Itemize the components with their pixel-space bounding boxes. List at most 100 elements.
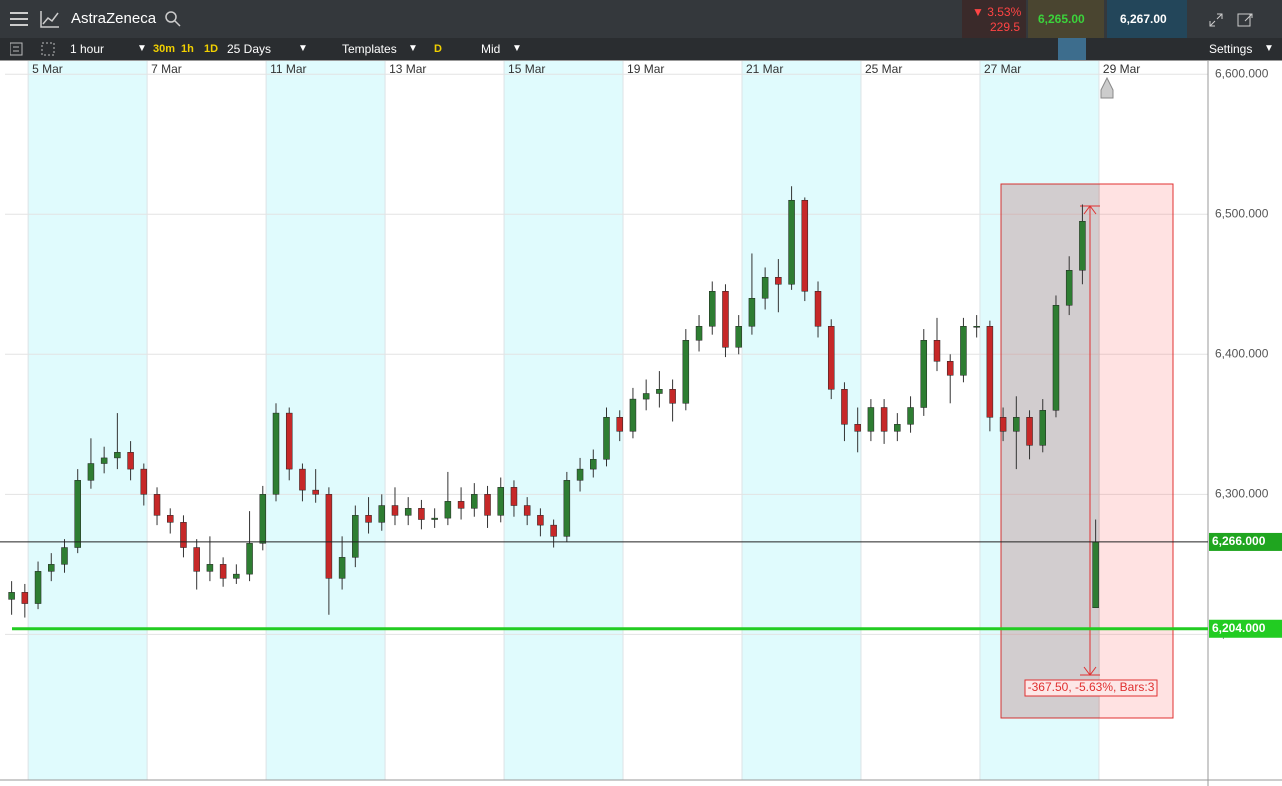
candle-body [206,564,214,572]
search-icon[interactable] [165,11,181,27]
change-pct: ▼ 3.53% [972,5,1022,19]
candle-body [894,424,901,432]
candle-body [272,412,280,495]
candle-body [775,277,782,285]
candle-body [722,291,729,348]
candle-body [471,494,478,509]
candle-body [484,494,491,516]
y-tick-label: 6,400.000 [1215,346,1269,360]
day-shade [742,60,861,780]
candle-body [656,389,663,394]
buy-button[interactable]: 6,267.00 [1107,0,1187,38]
candle-body [285,412,293,470]
chart-icon[interactable] [40,10,60,28]
active-tool[interactable] [1058,38,1086,60]
candle-body [801,199,809,292]
candle-body [510,487,518,506]
candle-body [1065,270,1073,306]
change-pts: 229.5 [989,20,1020,34]
candle-body [418,508,425,520]
measure-label: -367.50, -5.63%, Bars:3 [1028,680,1155,694]
sell-price[interactable]: 6,265.00 [1038,12,1085,26]
candle-body [1039,410,1047,446]
candle-body [404,508,412,516]
candle-body [550,524,557,537]
candle-body [338,557,346,579]
candle-body [352,515,359,558]
x-tick-label: 21 Mar [746,62,783,76]
candle-body [735,326,742,348]
range[interactable]: 25 Days [227,42,272,56]
candle-body [61,547,68,565]
x-tick-label: 27 Mar [984,62,1021,76]
candle-body [312,489,319,495]
price-label: 6,204.000 [1212,621,1266,635]
candle-body [127,452,134,470]
price-label-box [1209,619,1282,638]
candle-body [1052,305,1060,411]
candle-body [616,417,623,432]
candle-body [629,398,637,432]
candle-body [1079,220,1086,271]
quick-interval[interactable]: 1h [181,43,194,55]
candle-body [563,480,571,537]
quick-interval[interactable]: 30m [153,43,176,55]
x-tick-label: 7 Mar [151,62,182,76]
measure-label-box [1024,679,1158,697]
candle-body [180,522,187,548]
quick-interval[interactable]: 1D [204,43,219,55]
price-label-box [1209,532,1282,551]
candle-body [87,463,95,481]
candle-body [986,326,994,418]
candle-body [576,468,584,481]
templates[interactable]: Templates [342,42,397,56]
candle-body [709,291,716,327]
instrument-name[interactable]: AstraZeneca [71,10,157,27]
candle-body [1092,541,1099,609]
day-shade [28,60,148,780]
candle-body [100,457,108,464]
chart: 5 Mar 7 Mar 11 Mar 13 Mar 15 Mar 19 Mar 21 Mar… [0,60,1282,786]
window-icons[interactable] [1208,12,1268,28]
y-tick-label: 6,600.000 [1215,66,1269,80]
candle-body [854,424,861,432]
buy-price[interactable]: 6,267.00 [1120,12,1167,26]
sell-button[interactable]: 6,265.00 [1028,0,1104,38]
candle-body [920,340,928,408]
candle-body [299,468,306,491]
candle-body [761,277,769,299]
candle-body [74,480,81,548]
x-tick-label: 5 Mar [32,62,63,76]
candle-body [1026,417,1033,446]
candle-body [166,515,174,523]
candle-body [748,298,756,327]
toolbar-icons[interactable] [10,42,70,56]
day-shade [979,60,1099,780]
price-label: 6,266.000 [1212,534,1266,548]
candle-body [431,517,438,520]
interval[interactable]: 1 hour [70,42,105,56]
settings[interactable]: Settings [1209,42,1253,56]
candle-body [642,393,650,400]
x-tick-label: 19 Mar [627,62,664,76]
price-type[interactable]: Mid [481,42,501,56]
candle-body [497,487,504,516]
candle-body [21,592,29,604]
candle-body [537,515,544,526]
candle-body [682,340,690,404]
candle-body [114,452,121,459]
candle-body [233,573,240,579]
candle-body [444,501,452,519]
menu-icon[interactable] [10,11,30,27]
candle-body [669,389,676,404]
candle-body [1013,417,1020,432]
candle-body [841,389,848,425]
candle-body [523,505,531,516]
toolbar: 1 hour ▼ 30m 1h 1D 25 Days ▼ Templates ▼… [0,38,1282,60]
candle-body [788,199,795,285]
drawing-mode[interactable]: D [434,43,442,55]
x-tick-label: 25 Mar [865,62,902,76]
x-tick-label: 15 Mar [508,62,545,76]
candle-body [999,417,1007,432]
